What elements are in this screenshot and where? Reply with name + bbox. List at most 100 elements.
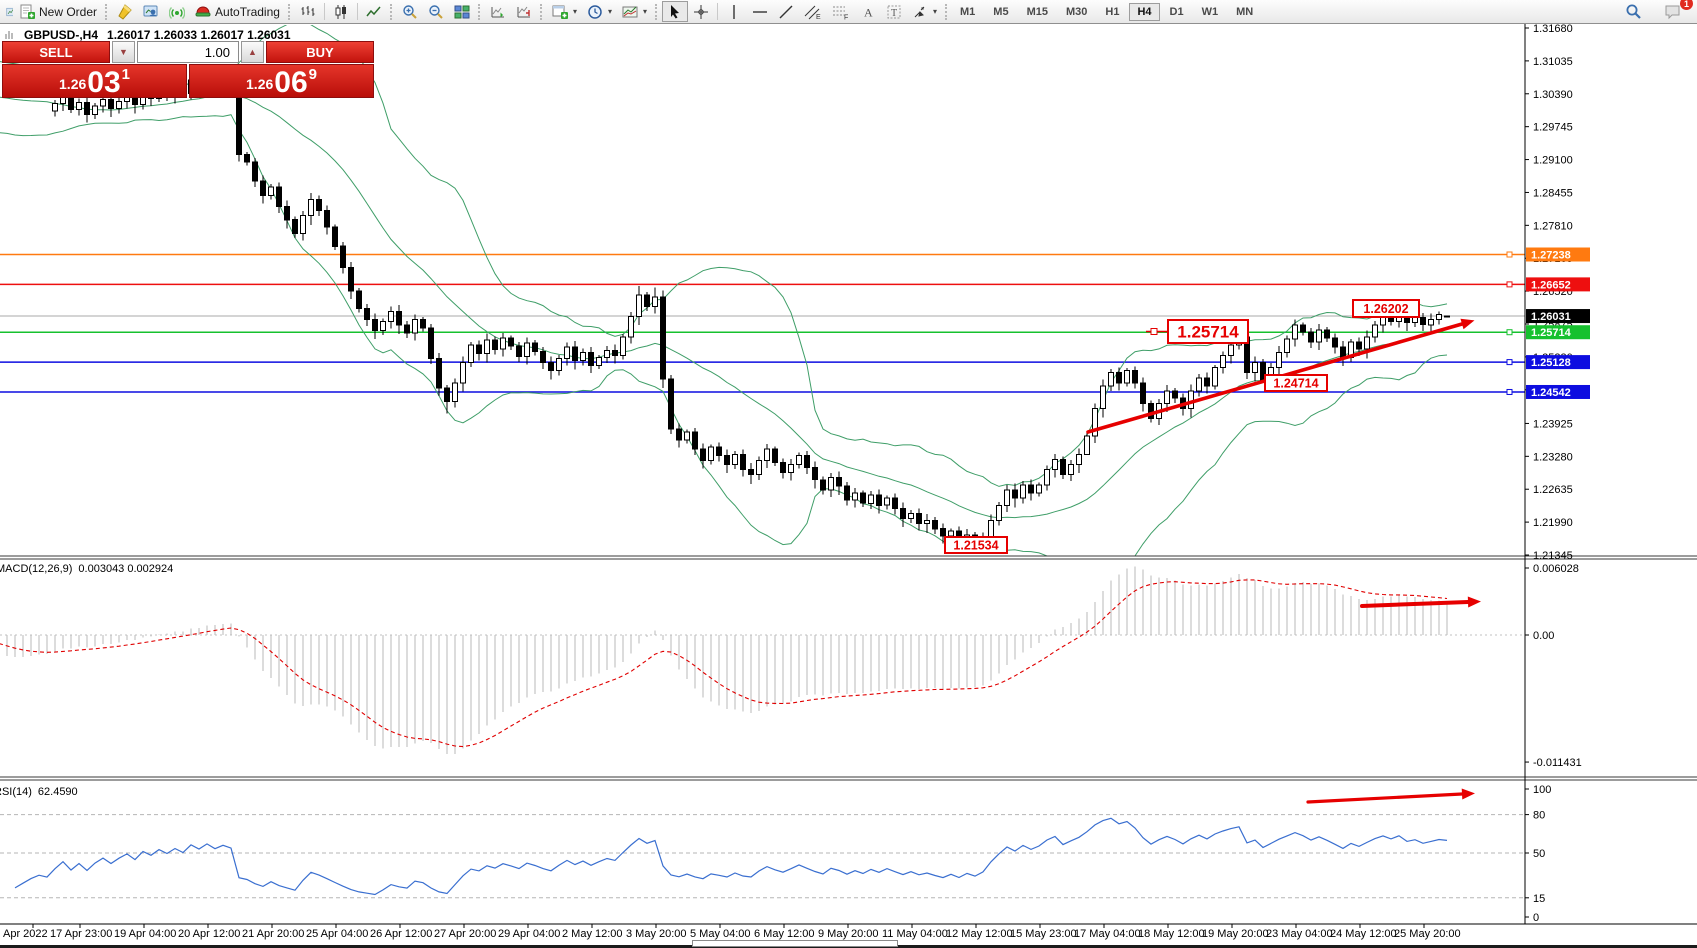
chat-button[interactable]: 1 bbox=[1659, 0, 1693, 22]
periods-dropdown[interactable]: ▾ bbox=[582, 1, 617, 22]
svg-text:23 May 04:00: 23 May 04:00 bbox=[1266, 928, 1333, 940]
template-icon bbox=[622, 6, 638, 17]
volume-input[interactable]: 1.00 bbox=[137, 41, 239, 63]
line-chart-button[interactable] bbox=[361, 1, 387, 22]
svg-text:2 May 12:00: 2 May 12:00 bbox=[562, 928, 623, 940]
text-button[interactable]: A bbox=[855, 1, 881, 22]
horizontal-line-icon bbox=[753, 10, 767, 13]
new-chart-dropdown[interactable]: ▾ bbox=[547, 1, 582, 22]
bar-chart-button[interactable] bbox=[295, 1, 321, 22]
svg-text:1.25128: 1.25128 bbox=[1531, 357, 1571, 369]
fibonacci-button[interactable]: F bbox=[827, 1, 855, 22]
buy-button[interactable]: BUY bbox=[266, 41, 374, 63]
cursor-button[interactable] bbox=[662, 1, 688, 22]
svg-text:26 Apr 12:00: 26 Apr 12:00 bbox=[370, 928, 432, 940]
sell-button[interactable]: SELL bbox=[2, 41, 110, 63]
timeframe-MN[interactable]: MN bbox=[1236, 5, 1254, 18]
toolbar-grip bbox=[655, 3, 659, 20]
price-line-label-1.27238[interactable]: 1.27238 bbox=[1526, 247, 1590, 262]
signals-icon bbox=[169, 6, 186, 19]
timeframe-M1[interactable]: M1 bbox=[960, 5, 976, 18]
signals-button[interactable] bbox=[164, 1, 190, 22]
svg-text:1.28455: 1.28455 bbox=[1533, 187, 1573, 199]
rsi-trend-arrow[interactable] bbox=[1306, 788, 1475, 804]
tile-windows-button[interactable] bbox=[449, 1, 475, 22]
rsi-indicator bbox=[14, 817, 1448, 896]
svg-text:-0.011431: -0.011431 bbox=[1533, 757, 1582, 769]
candlestick-button[interactable] bbox=[328, 1, 354, 22]
metaeditor-button[interactable] bbox=[112, 1, 138, 22]
crosshair-button[interactable] bbox=[688, 1, 714, 22]
one-click-trade-panel: SELL ▼ 1.00 ▲ BUY 1.26 03 1 1.26 06 9 bbox=[2, 41, 374, 98]
templates-dropdown[interactable]: ▾ bbox=[617, 1, 652, 22]
buy-price-display[interactable]: 1.26 06 9 bbox=[189, 64, 374, 98]
svg-text:11 May 04:00: 11 May 04:00 bbox=[882, 928, 948, 940]
chart-shift-icon bbox=[517, 6, 530, 17]
clock-icon bbox=[588, 4, 602, 19]
annotation-1.26202[interactable]: 1.26202 bbox=[1352, 299, 1420, 318]
svg-text:0.006028: 0.006028 bbox=[1533, 563, 1579, 575]
current-bid-label[interactable]: 1.26031 bbox=[1526, 309, 1590, 324]
trendline-button[interactable] bbox=[773, 1, 799, 22]
chart-shift-button[interactable] bbox=[511, 1, 537, 22]
macd-trend-arrow[interactable] bbox=[1360, 596, 1481, 608]
svg-text:1.21990: 1.21990 bbox=[1533, 517, 1573, 529]
text-label-button[interactable]: T bbox=[881, 1, 907, 22]
price-line-label-1.24542[interactable]: 1.24542 bbox=[1526, 384, 1590, 399]
text-icon: A bbox=[864, 5, 873, 19]
volume-increase-button[interactable]: ▲ bbox=[241, 41, 264, 63]
svg-text:T: T bbox=[891, 8, 897, 19]
annotation-1.25714[interactable]: 1.25714 bbox=[1146, 319, 1249, 344]
search-button[interactable] bbox=[1620, 1, 1647, 22]
zoom-out-button[interactable] bbox=[423, 1, 449, 22]
volume-decrease-button[interactable]: ▼ bbox=[112, 41, 135, 63]
svg-text:29 Apr 04:00: 29 Apr 04:00 bbox=[498, 928, 560, 940]
price-line-label-1.25714[interactable]: 1.25714 bbox=[1526, 325, 1590, 340]
price-line-label-1.25128[interactable]: 1.25128 bbox=[1526, 355, 1590, 370]
timeframe-M30[interactable]: M30 bbox=[1065, 5, 1088, 18]
new-chart-icon bbox=[552, 5, 568, 19]
toolbar-grip bbox=[539, 3, 544, 20]
toolbar-grip bbox=[945, 3, 949, 20]
svg-text:3 May 20:00: 3 May 20:00 bbox=[626, 928, 687, 940]
new-order-button[interactable]: New Order bbox=[14, 1, 102, 22]
sell-price-display[interactable]: 1.26 03 1 bbox=[2, 64, 187, 98]
timeframe-H4[interactable]: H4 bbox=[1129, 2, 1160, 21]
svg-text:27 Apr 20:00: 27 Apr 20:00 bbox=[434, 928, 496, 940]
fibonacci-icon: F bbox=[833, 6, 848, 20]
timeframe-M5[interactable]: M5 bbox=[993, 5, 1009, 18]
chat-icon bbox=[1665, 5, 1680, 19]
timeframe-H1[interactable]: H1 bbox=[1105, 5, 1120, 18]
cursor-icon bbox=[671, 4, 679, 18]
svg-text:19 May 20:00: 19 May 20:00 bbox=[1202, 928, 1269, 940]
annotation-1.24714[interactable]: 1.24714 bbox=[1264, 374, 1328, 392]
vertical-line-icon bbox=[733, 4, 735, 19]
equidistant-channel-button[interactable]: E bbox=[799, 1, 827, 22]
svg-text:9 May 20:00: 9 May 20:00 bbox=[818, 928, 879, 940]
svg-text:1.31680: 1.31680 bbox=[1533, 23, 1573, 35]
autoscroll-button[interactable] bbox=[485, 1, 511, 22]
arrows-dropdown[interactable]: ▾ bbox=[907, 1, 942, 22]
horizontal-line-button[interactable] bbox=[747, 1, 773, 22]
timeframe-W1[interactable]: W1 bbox=[1201, 5, 1219, 18]
svg-text:1.25714: 1.25714 bbox=[1531, 327, 1572, 339]
vertical-line-button[interactable] bbox=[721, 1, 747, 22]
svg-text:1.23280: 1.23280 bbox=[1533, 451, 1573, 463]
channel-icon: E bbox=[804, 5, 821, 20]
annotation-1.21534[interactable]: 1.21534 bbox=[944, 536, 1008, 554]
price-line-label-1.26652[interactable]: 1.26652 bbox=[1526, 277, 1590, 292]
timeframe-M15[interactable]: M15 bbox=[1026, 5, 1048, 18]
toolbar-grip bbox=[105, 3, 109, 20]
candlestick-icon bbox=[335, 4, 346, 19]
zoom-in-button[interactable] bbox=[397, 1, 423, 22]
svg-text:18 May 12:00: 18 May 12:00 bbox=[1138, 928, 1205, 940]
sell-price-sup: 1 bbox=[121, 66, 130, 83]
market-button[interactable] bbox=[138, 1, 164, 22]
timeframe-buttons: M1 M5 M15 M30 H1 H4 D1 W1 MN bbox=[952, 2, 1261, 21]
autotrading-button[interactable]: AutoTrading bbox=[190, 1, 285, 22]
svg-text:50: 50 bbox=[1533, 848, 1545, 860]
bottom-scroll-thumb[interactable] bbox=[692, 940, 898, 947]
timeframe-D1[interactable]: D1 bbox=[1169, 5, 1184, 18]
